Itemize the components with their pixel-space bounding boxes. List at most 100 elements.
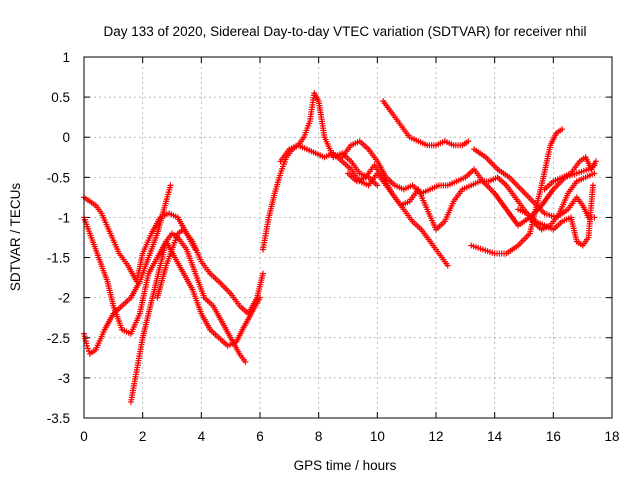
marker-trail bbox=[543, 211, 557, 220]
marker-trail bbox=[297, 143, 308, 152]
marker-trail bbox=[589, 160, 598, 171]
marker-trail bbox=[146, 288, 157, 315]
series-track-9 bbox=[380, 98, 472, 149]
marker-trail bbox=[260, 216, 272, 251]
marker-trail bbox=[217, 280, 232, 295]
series-track-4 bbox=[127, 230, 249, 405]
marker-trail bbox=[312, 92, 321, 103]
x-tick-label: 18 bbox=[604, 429, 619, 444]
chart-title: Day 133 of 2020, Sidereal Day-to-day VTE… bbox=[104, 24, 587, 39]
marker-trail bbox=[340, 159, 353, 171]
marker-trail bbox=[128, 312, 142, 335]
marker-trail bbox=[173, 256, 186, 275]
marker-trail bbox=[446, 179, 458, 188]
marker-trail bbox=[137, 256, 151, 283]
marker-trail bbox=[296, 136, 306, 147]
data-markers bbox=[81, 90, 599, 405]
marker-trail bbox=[566, 180, 579, 195]
marker-trail bbox=[240, 312, 254, 331]
series-track-6 bbox=[259, 90, 381, 253]
marker-trail bbox=[505, 243, 520, 256]
marker-trail bbox=[420, 187, 431, 196]
marker-trail bbox=[134, 337, 146, 371]
marker-trail bbox=[93, 328, 107, 351]
marker-trail bbox=[211, 304, 224, 323]
marker-trail bbox=[552, 220, 564, 231]
marker-trail bbox=[372, 164, 385, 179]
marker-trail bbox=[134, 252, 146, 283]
marker-trail bbox=[87, 232, 101, 259]
x-tick-label: 6 bbox=[256, 429, 264, 444]
marker-trail bbox=[584, 171, 596, 180]
marker-trail bbox=[569, 160, 582, 175]
marker-trail bbox=[217, 336, 229, 348]
data-point bbox=[374, 182, 381, 189]
x-tick-label: 14 bbox=[487, 429, 503, 444]
plot-frame bbox=[83, 56, 613, 419]
marker-trail bbox=[229, 292, 241, 307]
marker-trail bbox=[203, 296, 215, 308]
axis-ticks bbox=[83, 56, 613, 419]
marker-trail bbox=[470, 179, 481, 188]
marker-trail bbox=[408, 135, 420, 144]
x-tick-label: 8 bbox=[315, 429, 323, 444]
marker-trail bbox=[543, 179, 555, 191]
data-point bbox=[259, 270, 266, 277]
marker-trail bbox=[581, 236, 591, 247]
marker-trail bbox=[411, 220, 423, 231]
marker-trail bbox=[176, 236, 189, 251]
marker-trail bbox=[479, 178, 490, 185]
marker-trail bbox=[455, 175, 467, 184]
y-tick-label: 0 bbox=[62, 130, 70, 145]
marker-trail bbox=[564, 171, 578, 180]
marker-trail bbox=[470, 243, 484, 252]
marker-trail bbox=[314, 151, 326, 160]
marker-trail bbox=[576, 167, 590, 176]
marker-trail bbox=[332, 151, 344, 163]
marker-trail bbox=[484, 155, 499, 171]
marker-trail bbox=[120, 296, 133, 308]
marker-trail bbox=[190, 288, 204, 315]
marker-trail bbox=[84, 345, 92, 355]
marker-trail bbox=[519, 188, 535, 203]
marker-trail bbox=[82, 195, 91, 204]
marker-trail bbox=[390, 192, 403, 207]
marker-trail bbox=[117, 252, 130, 267]
marker-trail bbox=[419, 228, 432, 243]
x-tick-label: 2 bbox=[139, 429, 147, 444]
marker-trail bbox=[358, 139, 370, 151]
marker-trail bbox=[381, 100, 394, 115]
y-tick-label: -0.5 bbox=[47, 170, 70, 185]
marker-trail bbox=[568, 216, 580, 243]
marker-trail bbox=[488, 175, 499, 184]
data-point bbox=[559, 126, 566, 133]
marker-trail bbox=[112, 304, 124, 316]
y-tick-label: -3.5 bbox=[47, 411, 70, 426]
x-tick-label: 0 bbox=[80, 429, 88, 444]
marker-trail bbox=[234, 328, 245, 343]
data-point bbox=[83, 342, 90, 349]
marker-trail bbox=[154, 264, 169, 299]
marker-trail bbox=[208, 272, 221, 284]
marker-trail bbox=[496, 175, 508, 187]
marker-trail bbox=[543, 223, 555, 232]
marker-trail bbox=[228, 336, 242, 355]
marker-trail bbox=[394, 183, 405, 192]
marker-trail bbox=[384, 175, 397, 187]
marker-trail bbox=[129, 280, 142, 299]
marker-trail bbox=[429, 183, 440, 192]
marker-trail bbox=[149, 216, 163, 235]
marker-trail bbox=[461, 139, 470, 147]
y-tick-label: -1.5 bbox=[47, 251, 70, 266]
marker-trail bbox=[517, 215, 531, 228]
marker-trail bbox=[146, 256, 160, 275]
marker-trail bbox=[88, 199, 97, 208]
grid bbox=[84, 57, 612, 418]
y-tick-label: -2 bbox=[58, 291, 70, 306]
x-tick-label: 16 bbox=[546, 429, 561, 444]
x-tick-labels: 0 2 4 6 8 10 12 14 16 18 bbox=[80, 429, 619, 444]
marker-trail bbox=[576, 175, 587, 184]
marker-trail bbox=[492, 192, 509, 211]
marker-trail bbox=[199, 260, 212, 275]
